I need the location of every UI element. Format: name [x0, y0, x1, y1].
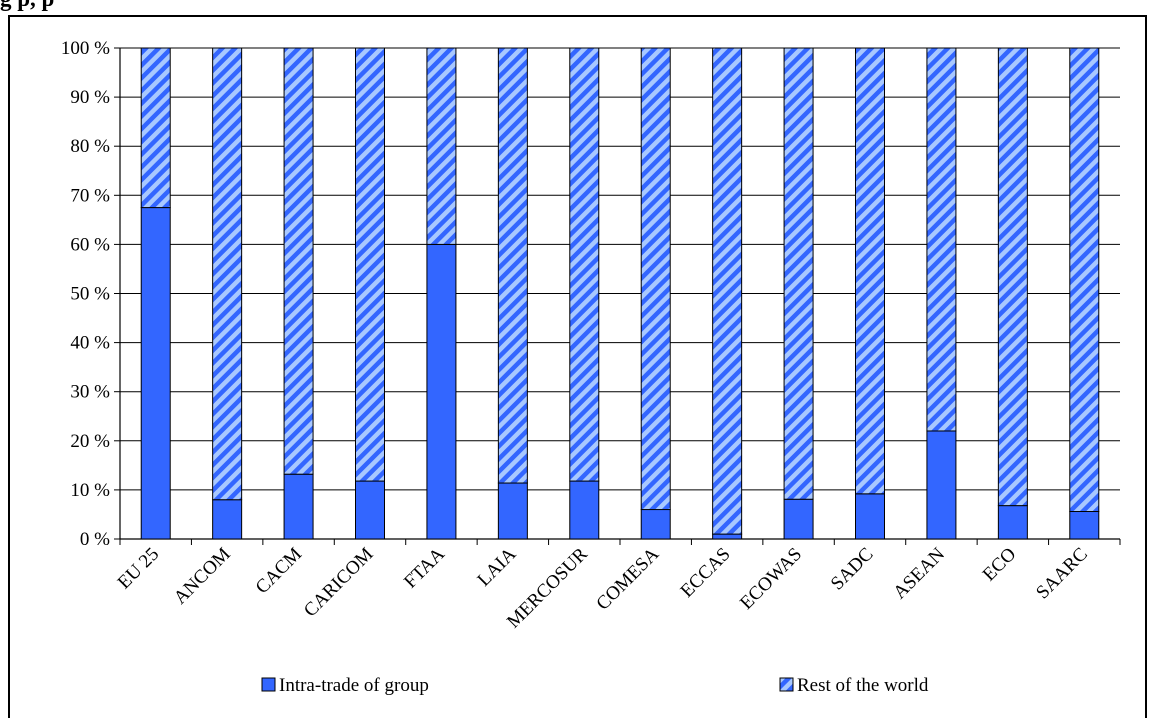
bar-intra-trade — [640, 509, 671, 540]
legend-swatch — [261, 677, 276, 692]
x-tick-label: LAIA — [473, 543, 520, 590]
bar-rest-of-world — [640, 47, 671, 511]
bar-intra-trade — [783, 498, 814, 540]
y-tick-label: 90 % — [70, 87, 110, 108]
bar-rest-of-world — [1069, 47, 1100, 513]
legend-label: Rest of the world — [797, 675, 929, 696]
bar-intra-trade — [855, 493, 885, 540]
bar-intra-trade — [497, 482, 528, 540]
legend: Intra-trade of group Rest of the world — [261, 675, 929, 696]
y-tick-label: 20 % — [70, 431, 110, 452]
bar-intra-trade — [283, 473, 314, 540]
bar-intra-trade — [355, 480, 385, 540]
x-tick-label: ASEAN — [889, 543, 949, 603]
x-tick-label: COMESA — [592, 543, 663, 614]
bar-rest-of-world — [212, 47, 243, 501]
x-tick-label: CACM — [252, 544, 306, 598]
y-tick-label: 30 % — [70, 382, 110, 403]
bar-intra-trade — [426, 243, 457, 540]
bars — [140, 47, 1100, 540]
y-tick-label: 80 % — [70, 136, 110, 157]
x-tick-label: SADC — [827, 544, 878, 595]
x-tick-label: SAARC — [1032, 544, 1092, 604]
bar-intra-trade — [997, 505, 1028, 540]
legend-label: Intra-trade of group — [279, 675, 429, 696]
bar-rest-of-world — [140, 47, 171, 209]
bar-rest-of-world — [497, 47, 528, 484]
y-tick-label: 100 % — [61, 38, 110, 59]
chart-frame — [8, 15, 1147, 718]
y-tick-labels: 0 % 10 % 20 % 30 % 40 % 50 % 60 % 70 % 80 % 90 % 1… — [61, 38, 110, 550]
bar-intra-trade — [212, 499, 243, 540]
bar-intra-trade — [569, 480, 600, 540]
bar-rest-of-world — [712, 47, 743, 535]
legend-swatch — [779, 677, 794, 692]
x-tick-label: CARICOM — [300, 544, 378, 622]
bar-intra-trade — [1069, 511, 1100, 540]
bar-rest-of-world — [355, 47, 385, 482]
bar-rest-of-world — [283, 47, 314, 475]
bar-rest-of-world — [926, 47, 957, 432]
x-tick-label: FTAA — [400, 543, 449, 592]
y-tick-label: 10 % — [70, 480, 110, 501]
figure-title: g p, p — [0, 0, 1158, 14]
bar-rest-of-world — [997, 47, 1028, 507]
x-tick-label: ECO — [979, 544, 1021, 586]
x-tick-label: ECOWAS — [736, 544, 806, 614]
y-tick-label: 0 % — [80, 529, 110, 550]
y-tick-label: 50 % — [70, 284, 110, 305]
bar-intra-trade — [926, 430, 957, 540]
bar-rest-of-world — [426, 47, 457, 245]
bar-rest-of-world — [855, 47, 885, 495]
y-tick-label: 70 % — [70, 185, 110, 206]
y-tick-label: 40 % — [70, 333, 110, 354]
x-tick-label: ANCOM — [170, 544, 235, 609]
y-tick-label: 60 % — [70, 234, 110, 255]
axes — [119, 48, 1121, 545]
x-tick-label: EU 25 — [114, 544, 164, 594]
gridlines — [114, 47, 1120, 540]
x-tick-label: ECCAS — [677, 544, 735, 602]
bar-intra-trade — [140, 207, 171, 540]
bar-intra-trade — [712, 533, 743, 540]
bar-rest-of-world — [783, 47, 814, 500]
bar-rest-of-world — [569, 47, 600, 482]
